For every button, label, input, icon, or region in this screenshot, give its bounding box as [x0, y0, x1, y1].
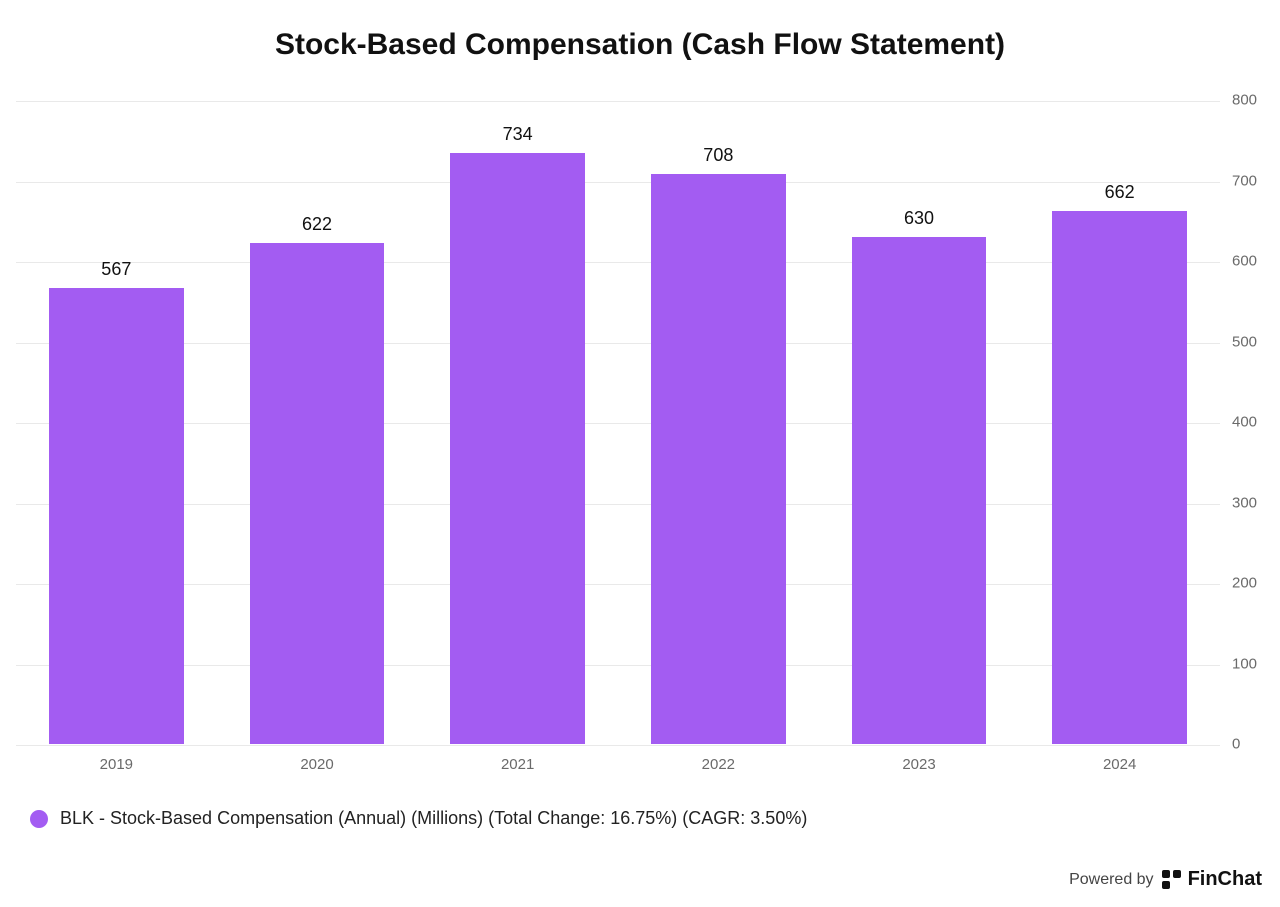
bar-value-label: 622 [302, 214, 332, 235]
legend-text: BLK - Stock-Based Compensation (Annual) … [60, 808, 807, 829]
chart-root: Stock-Based Compensation (Cash Flow Stat… [0, 0, 1280, 907]
y-tick-label: 200 [1232, 575, 1257, 592]
x-tick-label: 2023 [902, 756, 935, 773]
bar [49, 288, 183, 744]
x-axis: 2019 2020 2021 2022 2023 2024 [16, 756, 1220, 786]
bar [852, 237, 986, 744]
legend-swatch-icon [30, 810, 48, 828]
bar-value-label: 708 [703, 145, 733, 166]
y-tick-label: 100 [1232, 655, 1257, 672]
y-tick-label: 400 [1232, 414, 1257, 431]
y-tick-label: 600 [1232, 253, 1257, 270]
chart-title: Stock-Based Compensation (Cash Flow Stat… [0, 28, 1280, 62]
powered-by-label: Powered by [1069, 871, 1154, 889]
y-tick-label: 0 [1232, 736, 1240, 753]
bars-layer: 567 622 734 708 630 662 [16, 100, 1220, 744]
x-tick-label: 2020 [300, 756, 333, 773]
y-tick-label: 500 [1232, 333, 1257, 350]
y-axis: 0100200300400500600700800 [1224, 100, 1272, 744]
y-tick-label: 800 [1232, 92, 1257, 109]
bar-value-label: 567 [101, 259, 131, 280]
powered-by: Powered by FinChat [1069, 868, 1262, 891]
bar [250, 243, 384, 744]
bar [651, 174, 785, 744]
bar-value-label: 662 [1105, 182, 1135, 203]
legend: BLK - Stock-Based Compensation (Annual) … [30, 808, 807, 829]
brand-name: FinChat [1188, 868, 1262, 891]
grid-line [16, 745, 1220, 746]
bar [1052, 211, 1186, 744]
x-tick-label: 2024 [1103, 756, 1136, 773]
bar-value-label: 630 [904, 208, 934, 229]
y-tick-label: 300 [1232, 494, 1257, 511]
y-tick-label: 700 [1232, 172, 1257, 189]
brand-logo-icon [1162, 870, 1182, 890]
x-tick-label: 2022 [702, 756, 735, 773]
x-tick-label: 2019 [100, 756, 133, 773]
x-tick-label: 2021 [501, 756, 534, 773]
bar-value-label: 734 [503, 124, 533, 145]
bar [450, 153, 584, 744]
brand: FinChat [1162, 868, 1262, 891]
